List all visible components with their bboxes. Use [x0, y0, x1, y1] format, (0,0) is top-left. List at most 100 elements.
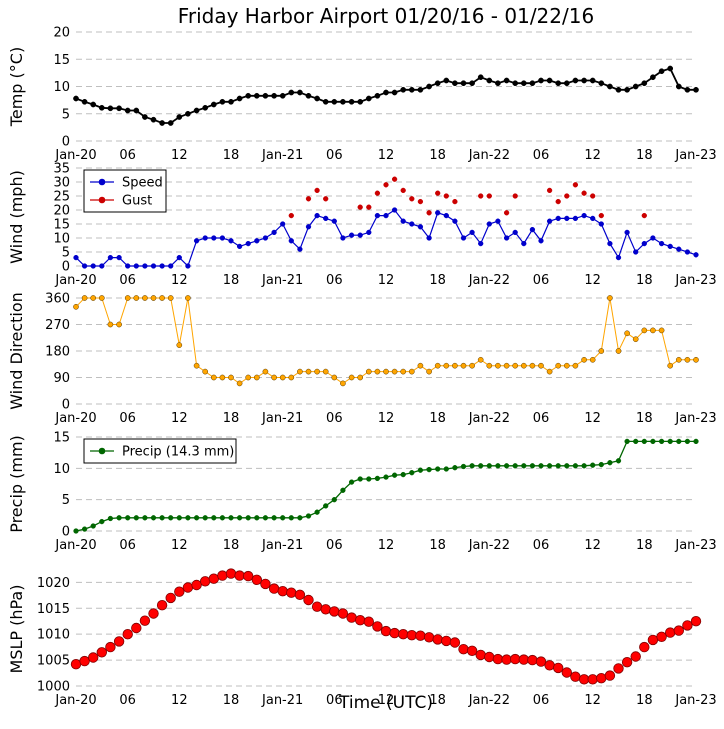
panel-mslp: 1000 1005 1010 1015 1020 Jan-20 06 12 18 Jan-21 06… [7, 568, 717, 708]
x-tick-label: Jan-20 [54, 411, 96, 426]
data-point [245, 92, 252, 99]
y-tick-label: 35 [53, 162, 70, 177]
data-point [693, 438, 699, 445]
data-point [452, 218, 458, 224]
data-point [564, 193, 570, 199]
x-tick-label: 12 [378, 411, 395, 426]
data-point [383, 474, 389, 480]
data-point [572, 215, 579, 222]
data-point [408, 368, 415, 375]
data-point [478, 463, 484, 469]
y-tick-label: 15 [53, 53, 70, 68]
x-tick-label: 06 [119, 148, 136, 163]
data-point [383, 89, 389, 96]
data-point [202, 515, 208, 521]
data-point [590, 462, 596, 468]
data-point [432, 634, 443, 645]
data-point [435, 190, 441, 196]
data-point [366, 229, 372, 236]
x-tick-label: Jan-21 [261, 538, 303, 553]
x-tick-label: 12 [584, 693, 601, 708]
data-point [305, 92, 312, 99]
data-point [486, 463, 492, 469]
data-point [185, 295, 191, 301]
data-point [521, 240, 527, 247]
data-point [322, 368, 329, 375]
data-point [538, 238, 544, 244]
data-point [675, 356, 682, 363]
data-point [167, 120, 174, 126]
data-point [684, 86, 691, 93]
data-point [443, 466, 449, 472]
data-point [245, 515, 251, 521]
data-point [512, 193, 518, 199]
data-point [297, 368, 303, 375]
x-tick-label: 18 [429, 693, 446, 708]
data-point [99, 263, 105, 269]
data-point [156, 600, 168, 611]
data-point [314, 509, 320, 515]
data-point [665, 627, 676, 638]
data-point [234, 570, 245, 581]
x-tick-label: Jan-20 [54, 538, 96, 553]
data-point [70, 659, 82, 670]
data-point [529, 80, 536, 87]
data-point [409, 221, 415, 227]
data-point [297, 89, 303, 96]
data-point [555, 80, 562, 87]
data-point [383, 182, 389, 188]
data-point [107, 515, 114, 522]
data-point [477, 74, 484, 81]
data-point [331, 374, 338, 381]
data-point [417, 86, 424, 93]
data-point [587, 674, 598, 685]
data-point [495, 463, 501, 469]
data-point [81, 263, 88, 269]
data-point [210, 374, 217, 381]
data-point [98, 295, 105, 301]
data-point [185, 110, 191, 117]
data-point [288, 89, 295, 96]
data-point [684, 438, 691, 445]
data-point [150, 116, 157, 123]
data-point [434, 362, 441, 369]
data-point [460, 235, 467, 241]
data-point [415, 630, 426, 641]
x-tick-label: 12 [584, 411, 601, 426]
data-point [391, 176, 398, 182]
x-tick-label: 06 [326, 411, 343, 426]
data-point [607, 295, 613, 301]
data-point [185, 515, 191, 521]
data-point [675, 83, 682, 90]
data-point [176, 254, 182, 261]
y-tick-label: 270 [45, 318, 70, 333]
data-point [139, 615, 151, 626]
data-point [176, 342, 183, 348]
data-point [150, 263, 157, 269]
data-point [656, 631, 667, 643]
data-point [81, 526, 88, 532]
legend-entry: Gust [122, 194, 152, 209]
x-tick-label: Jan-22 [468, 411, 510, 426]
legend-marker [98, 196, 106, 204]
x-tick-label: 06 [533, 538, 550, 553]
data-point [366, 204, 372, 210]
data-point [159, 515, 165, 521]
data-point [116, 254, 122, 261]
data-point [185, 263, 191, 269]
data-point [288, 374, 295, 381]
data-point [87, 652, 99, 663]
data-point [107, 321, 114, 328]
x-tick-label: 06 [533, 148, 550, 163]
y-tick-label: 180 [45, 345, 70, 360]
data-point [73, 303, 79, 310]
data-point [426, 210, 432, 216]
y-tick-label: 15 [53, 431, 70, 446]
data-point [383, 368, 389, 375]
data-point [538, 77, 544, 84]
data-point [391, 89, 398, 96]
data-point [503, 362, 510, 369]
data-point [90, 523, 96, 529]
data-point [417, 224, 424, 230]
x-tick-label: Jan-22 [468, 273, 510, 288]
